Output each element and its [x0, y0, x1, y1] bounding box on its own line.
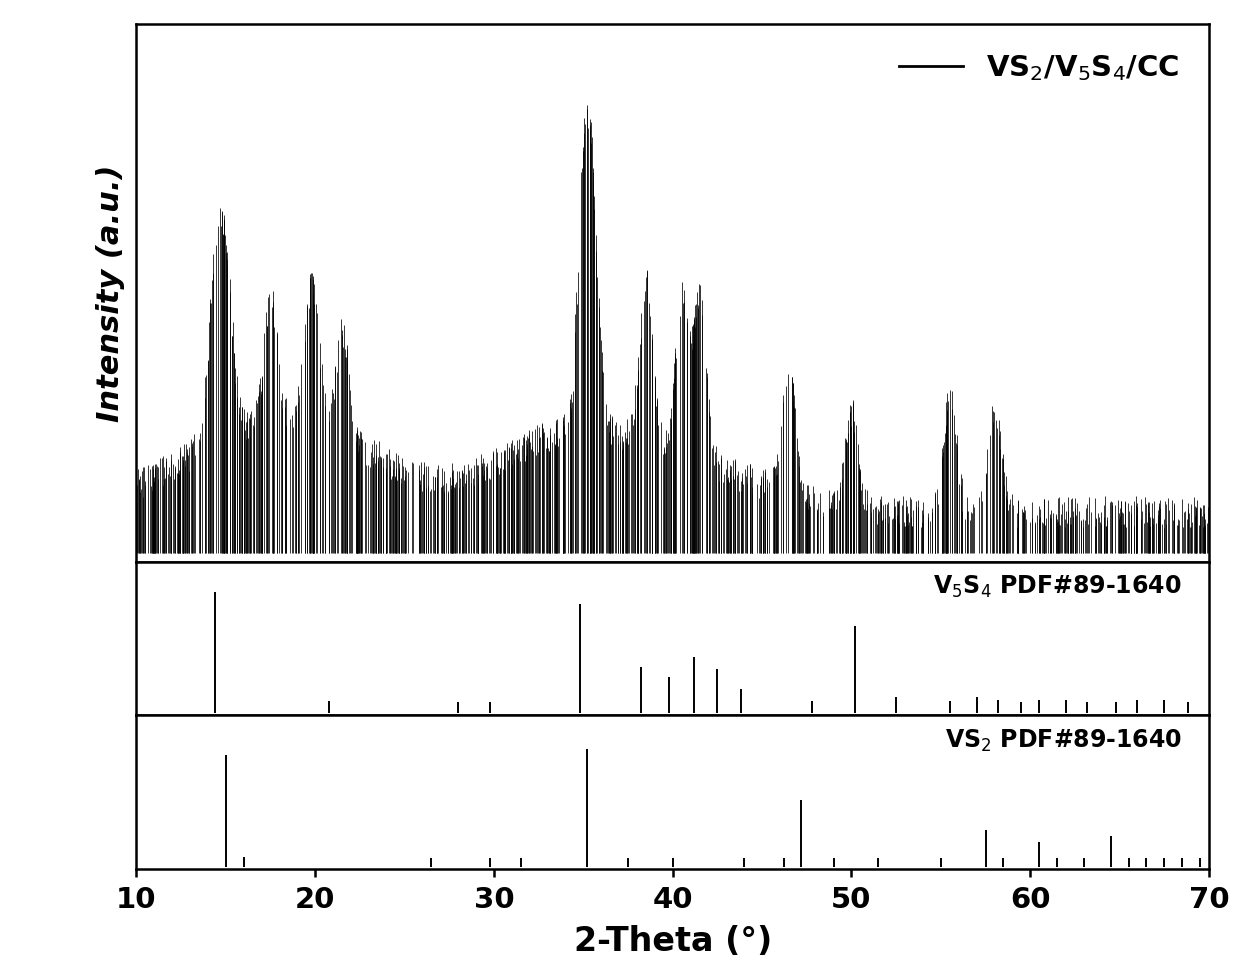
- Legend: VS$_2$/V$_5$S$_4$/CC: VS$_2$/V$_5$S$_4$/CC: [884, 39, 1194, 98]
- X-axis label: 2-Theta (°): 2-Theta (°): [574, 924, 771, 957]
- Text: VS$_2$ PDF#89-1640: VS$_2$ PDF#89-1640: [945, 727, 1182, 753]
- Text: V$_5$S$_4$ PDF#89-1640: V$_5$S$_4$ PDF#89-1640: [934, 574, 1182, 600]
- Y-axis label: Intensity (a.u.): Intensity (a.u.): [97, 164, 125, 421]
